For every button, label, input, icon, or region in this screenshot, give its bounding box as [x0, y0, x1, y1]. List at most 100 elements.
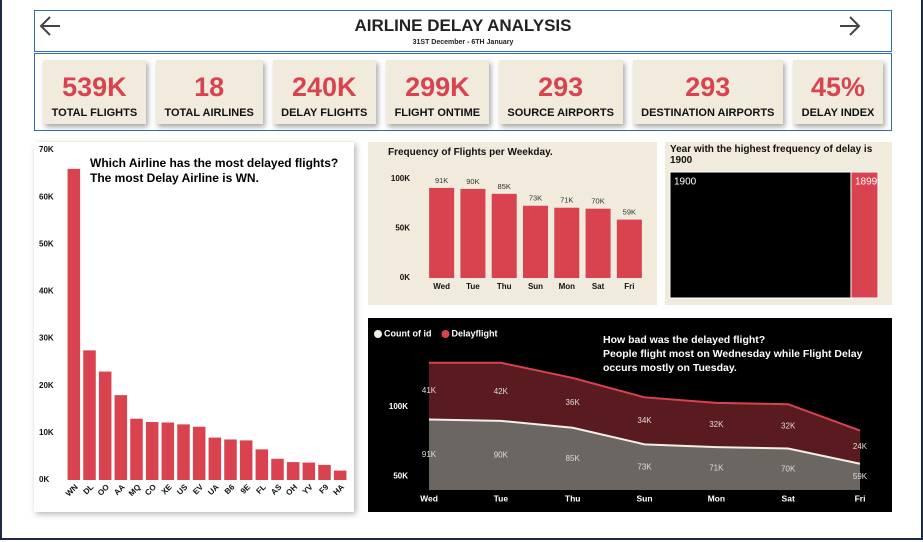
weekday-chart: 0K 50K 100K 91K Wed 90K Tue 85K Thu 73K Sun 71K Mon 7…: [391, 174, 642, 291]
value-label: 42K: [494, 387, 509, 396]
kpi-value: 18: [194, 72, 225, 102]
kpi-card: 299K FLIGHT ONTIME: [385, 60, 489, 124]
x-tick-label: Wed: [420, 493, 438, 503]
header: AIRLINE DELAY ANALYSIS 31ST December - 6…: [34, 10, 892, 52]
kpi-value: 240K: [291, 72, 357, 102]
y-tick-label: 40K: [39, 287, 54, 296]
legend-marker: [441, 330, 450, 338]
x-tick-label: AS: [269, 482, 284, 497]
bar: [271, 458, 284, 480]
y-tick-label: 0K: [400, 273, 410, 282]
kpi-label: DESTINATION AIRPORTS: [641, 107, 775, 119]
value-label: 41K: [422, 386, 437, 395]
area-fill: [429, 419, 860, 490]
bar: [192, 426, 206, 480]
legend-marker: [374, 330, 382, 338]
x-tick-label: FL: [254, 482, 267, 495]
kpi-card: 293 DESTINATION AIRPORTS: [632, 60, 784, 124]
x-tick-label: XE: [160, 482, 174, 496]
value-label: 91K: [435, 176, 448, 185]
kpi-value: 45%: [810, 72, 866, 102]
x-tick-label: Wed: [433, 282, 450, 291]
value-label: 73K: [529, 194, 542, 203]
legend-label: Delayflight: [451, 328, 497, 338]
value-label: 90K: [494, 451, 509, 460]
tile-label: 1899: [855, 177, 878, 188]
bar: [429, 187, 455, 278]
x-tick-label: AA: [112, 482, 127, 497]
y-tick-label: 70K: [39, 145, 54, 154]
year-panel: 1900 1899 Year with the highest frequency…: [665, 142, 892, 305]
treemap-tile: [669, 171, 852, 299]
value-label: 32K: [781, 421, 796, 430]
legend-label: Count of id: [384, 328, 431, 338]
x-tick-label: DL: [81, 482, 95, 496]
x-tick-label: OO: [96, 483, 111, 498]
delay-panel: How bad was the delayed flight? People f…: [368, 318, 892, 512]
bar: [318, 464, 331, 480]
bar: [239, 440, 253, 480]
x-tick-label: Mon: [559, 282, 576, 291]
y-tick-label: 100K: [389, 402, 408, 411]
bar: [98, 371, 112, 480]
forward-arrow[interactable]: [838, 14, 862, 38]
x-tick-label: B6: [223, 482, 237, 496]
series-line: [428, 418, 861, 465]
kpi-label: SOURCE AIRPORTS: [507, 107, 614, 119]
value-label: 73K: [637, 462, 652, 471]
y-tick-label: 30K: [39, 334, 54, 343]
value-label: 34K: [637, 416, 652, 425]
y-tick-label: 0K: [39, 475, 49, 484]
bar: [224, 439, 237, 480]
chart-subtitle: The most Delay Airline is WN.: [90, 171, 259, 185]
value-label: 71K: [709, 464, 724, 473]
page-title: AIRLINE DELAY ANALYSIS: [354, 16, 572, 35]
x-tick-label: Sat: [782, 493, 795, 503]
chart-title: Which Airline has the most delayed fligh…: [90, 156, 338, 170]
x-tick-label: EV: [191, 482, 205, 496]
value-label: 32K: [709, 420, 724, 429]
bar: [554, 207, 580, 278]
kpi-card: 293 SOURCE AIRPORTS: [498, 60, 623, 124]
bar: [114, 395, 128, 480]
bar: [333, 470, 347, 480]
value-label: 85K: [566, 454, 581, 463]
x-tick-label: CO: [143, 483, 158, 498]
value-label: 36K: [566, 398, 581, 407]
x-tick-label: WN: [64, 482, 80, 498]
series-line: [429, 361, 861, 432]
value-label: 85K: [498, 182, 511, 191]
tile-label: 1900: [674, 177, 697, 188]
kpi-value: 299K: [405, 72, 470, 102]
bar: [177, 424, 190, 480]
value-label: 70K: [591, 197, 604, 206]
x-tick-label: Sun: [636, 493, 652, 503]
bar: [286, 462, 300, 480]
x-tick-label: Thu: [565, 493, 581, 503]
kpi-label: FLIGHT ONTIME: [394, 107, 481, 119]
kpi-card: 18 TOTAL AIRLINES: [155, 60, 263, 124]
kpi-label: DELAY INDEX: [801, 107, 875, 119]
bar: [161, 422, 175, 480]
value-label: 59K: [853, 472, 868, 481]
y-tick-label: 50K: [395, 224, 410, 233]
bar: [585, 208, 611, 278]
delay-area-chart: How bad was the delayed flight? People f…: [374, 328, 868, 503]
chart-title: Frequency of Flights per Weekday.: [388, 147, 553, 158]
x-tick-label: Sun: [528, 282, 543, 291]
x-tick-label: Mon: [708, 493, 725, 503]
airline-chart: Which Airline has the most delayed fligh…: [39, 145, 347, 498]
kpi-card: 240K DELAY FLIGHTS: [272, 60, 376, 124]
bar: [208, 437, 222, 480]
kpi-value: 293: [685, 72, 731, 102]
bar: [83, 350, 96, 480]
back-arrow[interactable]: [38, 14, 62, 38]
annotation: People flight most on Wednesday while Fl…: [603, 348, 863, 360]
annotation: How bad was the delayed flight?: [603, 334, 765, 346]
bar: [145, 422, 159, 480]
y-tick-label: 10K: [39, 428, 54, 437]
x-tick-label: OH: [284, 482, 299, 497]
bar: [616, 219, 642, 278]
annotation: occurs mostly on Tuesday.: [603, 362, 737, 374]
